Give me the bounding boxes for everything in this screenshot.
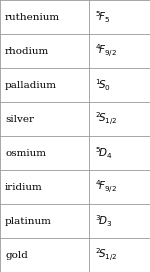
Text: palladium: palladium [5, 81, 57, 89]
Text: ${}^1\!S_0$: ${}^1\!S_0$ [95, 77, 111, 93]
Text: silver: silver [5, 115, 34, 123]
Text: ${}^4\!F_{9/2}$: ${}^4\!F_{9/2}$ [95, 42, 117, 60]
Text: ruthenium: ruthenium [5, 13, 60, 21]
Text: iridium: iridium [5, 183, 43, 191]
Text: osmium: osmium [5, 149, 46, 157]
Text: platinum: platinum [5, 217, 52, 225]
Text: ${}^2\!S_{1/2}$: ${}^2\!S_{1/2}$ [95, 110, 118, 128]
Text: ${}^5\!F_5$: ${}^5\!F_5$ [95, 9, 111, 25]
Text: ${}^3\!D_3$: ${}^3\!D_3$ [95, 213, 113, 229]
Text: ${}^5\!D_4$: ${}^5\!D_4$ [95, 145, 113, 161]
Text: ${}^4\!F_{9/2}$: ${}^4\!F_{9/2}$ [95, 178, 117, 196]
Text: gold: gold [5, 251, 28, 259]
Text: rhodium: rhodium [5, 47, 49, 55]
Text: ${}^2\!S_{1/2}$: ${}^2\!S_{1/2}$ [95, 246, 118, 264]
